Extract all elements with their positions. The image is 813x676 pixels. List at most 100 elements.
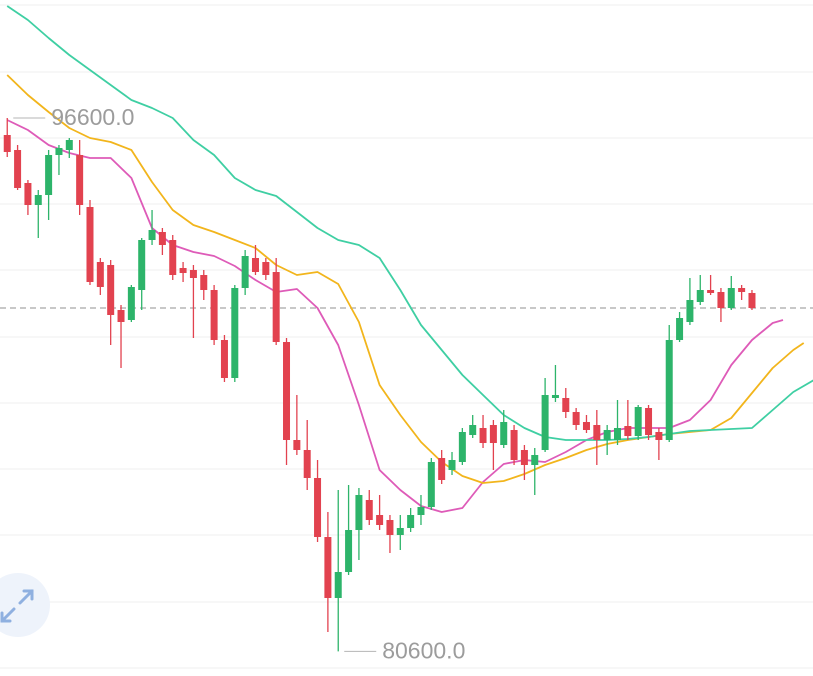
candle-body — [117, 310, 125, 322]
candle-body — [727, 288, 735, 308]
candle — [396, 515, 404, 550]
candle-body — [551, 395, 559, 398]
candle-body — [572, 412, 580, 425]
candle-body — [520, 450, 528, 465]
candle — [127, 285, 135, 322]
candle — [220, 335, 228, 382]
candle-body — [283, 342, 291, 440]
candle-body — [179, 268, 187, 273]
candle — [251, 245, 259, 275]
candle-body — [138, 240, 146, 290]
candle-body — [314, 478, 322, 537]
candle-body — [86, 207, 94, 282]
candle-body — [220, 340, 228, 378]
candle — [603, 425, 611, 455]
candle-body — [448, 460, 456, 470]
candle-body — [158, 232, 166, 245]
candle — [45, 150, 53, 220]
plot: 96600.0 80600.0 — [0, 5, 813, 663]
candle — [376, 495, 384, 530]
candle-body — [614, 428, 622, 440]
candle — [624, 400, 632, 440]
candle-body — [96, 262, 104, 287]
annotation: 80600.0 — [382, 637, 465, 663]
candle-body — [396, 528, 404, 535]
candle — [738, 285, 746, 300]
candle-body — [696, 290, 704, 302]
candle — [210, 285, 218, 345]
candle-body — [562, 398, 570, 412]
candle — [200, 270, 208, 300]
candle-body — [458, 432, 466, 462]
candle — [407, 508, 415, 532]
candle — [520, 445, 528, 480]
candle-body — [531, 455, 539, 465]
candle — [438, 450, 446, 484]
candle-body — [665, 340, 673, 440]
candle — [86, 200, 94, 285]
candle — [748, 290, 756, 310]
candle-body — [355, 495, 363, 530]
candle-body — [34, 195, 42, 205]
candle — [55, 145, 63, 175]
candle-body — [3, 135, 11, 152]
candle-body — [707, 290, 715, 293]
candle-body — [500, 422, 508, 445]
candle — [65, 138, 73, 158]
candle — [634, 405, 642, 440]
ma-line — [6, 5, 813, 441]
candle-body — [365, 500, 373, 520]
candle — [148, 210, 156, 245]
candle-body — [14, 150, 22, 188]
candle — [158, 228, 166, 255]
candle-body — [324, 537, 332, 598]
ma-line — [6, 119, 784, 513]
candle-body — [593, 425, 601, 440]
candle — [241, 250, 249, 295]
candle — [189, 265, 197, 338]
candle-body — [231, 288, 239, 378]
candle-body — [262, 262, 270, 275]
candle — [76, 140, 84, 215]
candle-body — [293, 440, 301, 450]
candle — [417, 495, 425, 525]
expand-icon[interactable] — [0, 589, 34, 623]
candle — [551, 365, 559, 402]
grid — [0, 4, 813, 669]
candle-body — [541, 395, 549, 450]
candle-body — [272, 272, 280, 342]
candle-body — [624, 426, 632, 436]
expand-button-bg[interactable] — [0, 573, 50, 637]
candle — [365, 490, 373, 525]
candle — [34, 190, 42, 238]
candle-body — [717, 292, 725, 308]
expand-button[interactable] — [0, 573, 50, 637]
candle — [572, 408, 580, 430]
candle-body — [376, 515, 384, 525]
candle-body — [407, 515, 415, 528]
candle — [489, 420, 497, 470]
candle-body — [55, 148, 63, 155]
candle — [696, 275, 704, 305]
candle — [510, 425, 518, 465]
candle — [562, 388, 570, 418]
candle — [717, 288, 725, 322]
candle — [655, 428, 663, 460]
candle-body — [303, 450, 311, 478]
candle — [665, 325, 673, 442]
candle — [272, 258, 280, 345]
candle — [593, 410, 601, 465]
candle-body — [386, 520, 394, 535]
candle — [686, 278, 694, 325]
candle — [334, 490, 342, 652]
candle — [531, 448, 539, 495]
candle-body — [469, 425, 477, 435]
candle-body — [603, 430, 611, 440]
candle — [314, 460, 322, 542]
candle-body — [200, 275, 208, 290]
annotation: 96600.0 — [51, 104, 134, 130]
candle-body — [655, 432, 663, 440]
candle — [582, 415, 590, 433]
candle — [262, 258, 270, 280]
candle-body — [479, 428, 487, 443]
